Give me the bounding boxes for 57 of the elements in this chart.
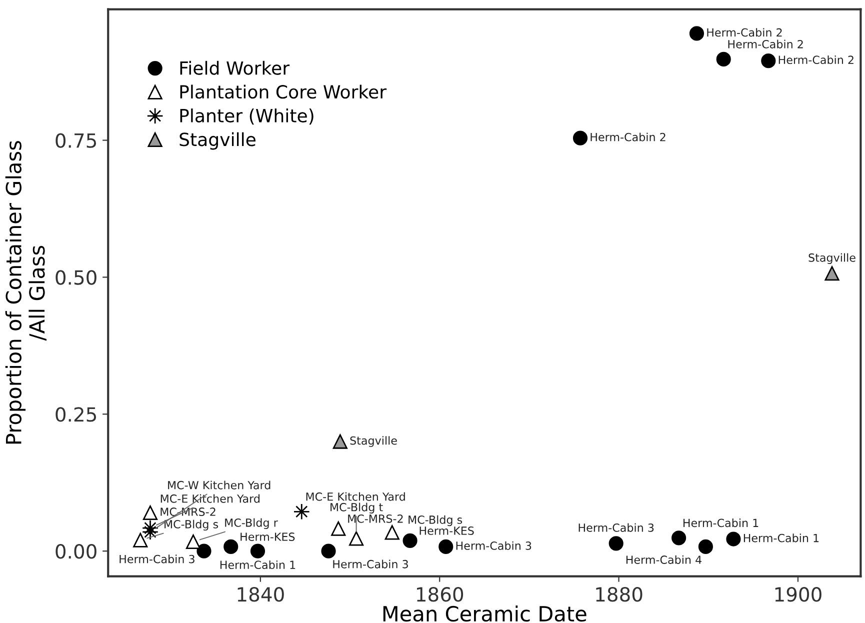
annotation: Herm-KES (240, 532, 295, 541)
annotation: Herm-Cabin 3 (120, 554, 194, 564)
legend-label: Stagville (180, 132, 256, 150)
annotation: MC-Bldg r (225, 518, 278, 530)
annotation: Herm-Cabin 2 (778, 55, 854, 64)
annotation: MC-Bldg s (164, 520, 218, 531)
annotation: Herm-Cabin 2 (728, 40, 803, 48)
x-tick-label: 1900 (775, 587, 822, 602)
point (761, 54, 776, 68)
point (402, 533, 418, 548)
annotation: Herm-Cabin 2 (590, 132, 666, 142)
point (438, 539, 454, 554)
annotation: Herm-Cabin 3 (578, 523, 654, 532)
point (672, 530, 686, 546)
annotation: MC-Bldg t (330, 502, 383, 514)
x-tick-label: 1860 (417, 587, 464, 602)
point (689, 26, 704, 41)
legend-label: Plantation Core Worker (180, 84, 387, 99)
annotation: MC-W Kitchen Yard (168, 480, 270, 490)
annotation: Stagville (808, 253, 856, 264)
annotation: Herm-Cabin 1 (683, 518, 758, 528)
point (698, 539, 713, 554)
point (824, 266, 840, 281)
point (224, 539, 238, 554)
point (332, 434, 348, 449)
annotation: Herm-Cabin 1 (744, 534, 819, 542)
point (142, 505, 158, 520)
point (572, 130, 588, 146)
annotation: Herm-Cabin 4 (626, 555, 702, 564)
point (331, 521, 346, 536)
y-tick-label: 0.50 (56, 270, 96, 285)
point (608, 536, 624, 551)
x-tick-label: 1840 (238, 587, 284, 602)
point (196, 544, 212, 558)
point (133, 532, 148, 548)
point (384, 525, 400, 540)
point (348, 531, 364, 546)
y-tick-label: 0.75 (56, 133, 96, 148)
annotation: Herm-KES (420, 526, 474, 535)
x-tick-label: 1880 (596, 587, 642, 602)
y-tick-label: 0.00 (56, 544, 96, 559)
annotation: Stagville (350, 436, 397, 447)
annotation: MC-Bldg s (408, 515, 462, 526)
annotation: Herm-Cabin 2 (707, 28, 782, 37)
x-axis-title: Mean Ceramic Date (383, 606, 586, 622)
annotation: MC-E Kitchen Yard (306, 492, 405, 501)
y-axis-title: Proportion of Container Glass /All Glass (5, 141, 46, 444)
annotation: Herm-Cabin 1 (220, 560, 296, 570)
annotation: Herm-Cabin 3 (456, 541, 532, 550)
annotation: Herm-Cabin 3 (333, 560, 408, 568)
y-tick-label: 0.25 (56, 407, 96, 422)
point (321, 544, 336, 558)
point (726, 532, 741, 546)
point (716, 52, 731, 66)
point (250, 544, 266, 558)
legend-label: Field Worker (180, 60, 290, 75)
point (186, 534, 201, 550)
